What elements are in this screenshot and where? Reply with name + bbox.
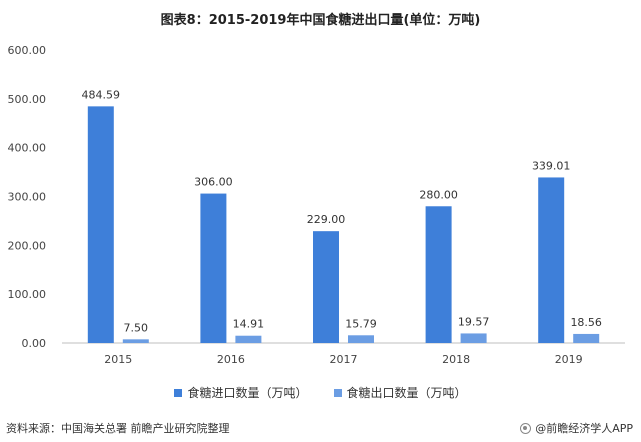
data-label-import-2019: 339.01 <box>532 159 571 172</box>
data-label-import-2015: 484.59 <box>82 88 121 101</box>
y-tick-label-2: 200.00 <box>8 239 47 252</box>
data-label-import-2017: 229.00 <box>307 213 346 226</box>
x-tick-label-0: 2015 <box>104 353 132 366</box>
source-note: 资料来源：中国海关总署 前瞻产业研究院整理 <box>6 422 230 435</box>
bar-export-2016 <box>235 335 262 343</box>
bar-export-2019 <box>573 333 600 343</box>
data-label-export-2019: 18.56 <box>570 316 602 329</box>
data-label-export-2016: 14.91 <box>233 318 265 331</box>
bar-chart: 0.00 100.00 200.00 300.00 400.00 500.00 600.00… <box>8 44 625 366</box>
bar-import-2019 <box>538 177 565 343</box>
y-tick-label-4: 400.00 <box>8 142 47 155</box>
bar-export-2018 <box>460 333 487 343</box>
footer: 资料来源：中国海关总署 前瞻产业研究院整理 @前瞻经济学人APP <box>0 418 641 442</box>
data-label-import-2016: 306.00 <box>194 176 233 189</box>
y-tick-label-0: 0.00 <box>22 337 47 350</box>
x-tick-label-4: 2019 <box>555 353 583 366</box>
brand-text: @前瞻经济学人APP <box>535 422 633 435</box>
data-labels: 484.59 7.50 306.00 14.91 229.00 15.79 280.00 19… <box>82 88 602 334</box>
x-tick-label-3: 2018 <box>442 353 470 366</box>
y-tick-label-3: 300.00 <box>8 191 47 204</box>
bar-import-2018 <box>425 206 452 343</box>
bars <box>87 106 600 343</box>
y-axis: 0.00 100.00 200.00 300.00 400.00 500.00 600.00 <box>8 44 47 350</box>
bar-export-2015 <box>122 339 149 343</box>
x-tick-label-2: 2017 <box>330 353 358 366</box>
data-label-export-2017: 15.79 <box>345 317 377 330</box>
legend-item-import: 食糖进口数量（万吨） <box>174 384 308 401</box>
y-tick-label-1: 100.00 <box>8 288 47 301</box>
data-label-export-2015: 7.50 <box>124 321 149 334</box>
bar-import-2016 <box>200 193 227 343</box>
legend-label-export: 食糖出口数量（万吨） <box>346 386 467 400</box>
y-tick-label-6: 600.00 <box>8 44 47 57</box>
x-axis: 2015 2016 2017 2018 2019 <box>104 353 582 366</box>
legend-swatch-export <box>333 388 342 397</box>
bar-export-2017 <box>348 335 374 343</box>
x-tick-label-1: 2016 <box>217 353 245 366</box>
bar-import-2017 <box>313 231 339 343</box>
data-label-export-2018: 19.57 <box>458 315 490 328</box>
legend-item-export: 食糖出口数量（万吨） <box>333 384 467 401</box>
legend-label-import: 食糖进口数量（万吨） <box>187 386 308 400</box>
data-label-import-2018: 280.00 <box>419 188 458 201</box>
brand-credit: @前瞻经济学人APP <box>520 420 633 436</box>
legend-swatch-import <box>174 388 183 397</box>
brand-logo-icon <box>520 422 532 434</box>
legend: 食糖进口数量（万吨） 食糖出口数量（万吨） <box>0 384 641 401</box>
bar-import-2015 <box>87 106 114 343</box>
y-tick-label-5: 500.00 <box>8 93 47 106</box>
chart-title: 图表8：2015-2019年中国食糖进出口量(单位：万吨) <box>160 13 481 28</box>
